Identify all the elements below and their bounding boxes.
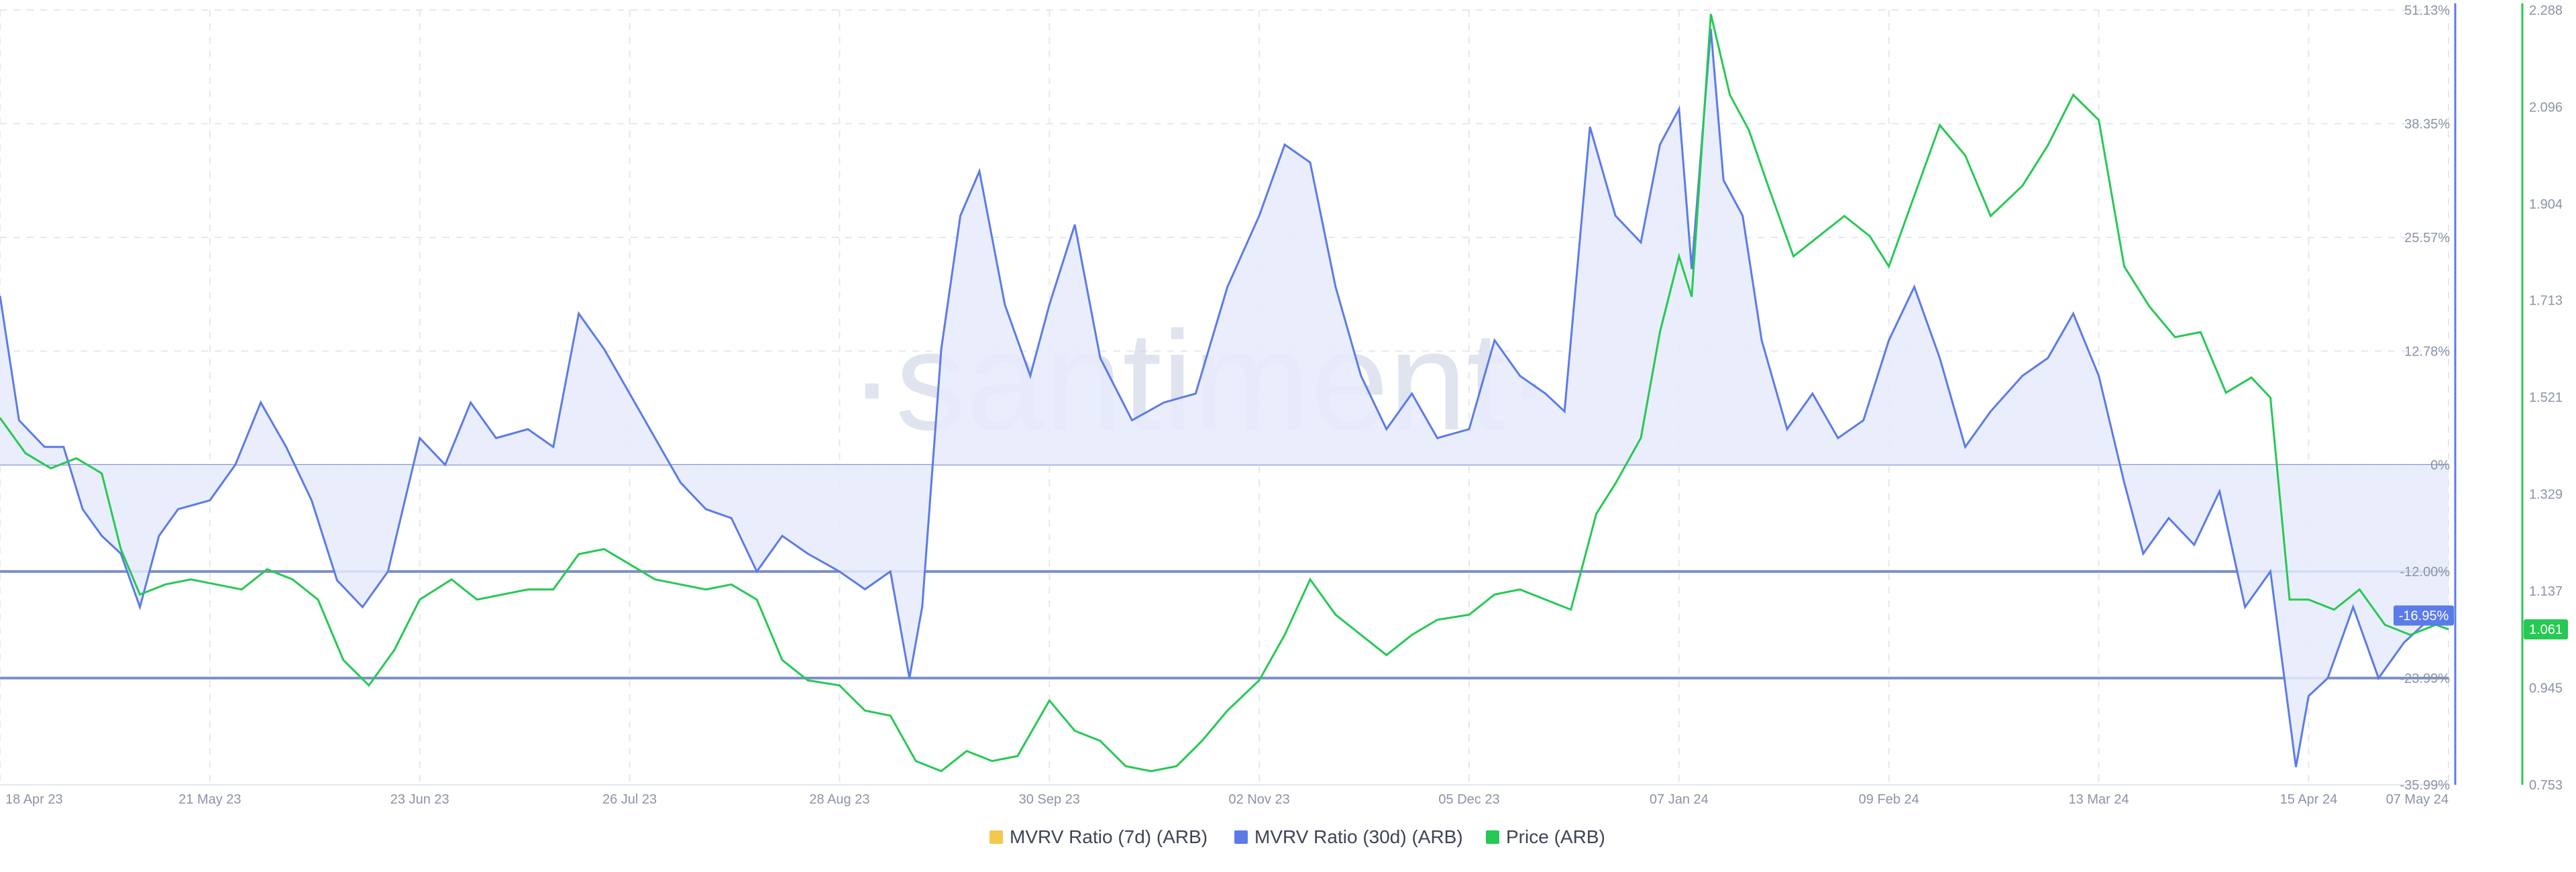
x-tick-label: 21 May 23	[178, 792, 241, 807]
y-left-tick-label: 12.78%	[2404, 344, 2450, 359]
y-right-tick-label: 1.904	[2529, 197, 2563, 212]
y-right-tick-label: 1.713	[2529, 294, 2563, 309]
price-current-value: 1.061	[2529, 622, 2563, 637]
x-tick-label: 15 Apr 24	[2280, 792, 2338, 807]
y-left-tick-label: 51.13%	[2404, 3, 2450, 18]
axes	[0, 3, 2524, 785]
y-right-tick-label: 0.753	[2529, 778, 2563, 793]
y-left-tick-label: -35.99%	[2400, 778, 2451, 793]
legend-item-label[interactable]: MVRV Ratio (7d) (ARB)	[1010, 826, 1208, 847]
y-left-tick-label: -12.00%	[2400, 565, 2451, 580]
x-tick-label: 05 Dec 23	[1438, 792, 1499, 807]
x-tick-label: 26 Jul 23	[602, 792, 657, 807]
legend-swatch[interactable]	[989, 830, 1003, 844]
y-right-tick-label: 2.288	[2529, 3, 2563, 18]
current-value-badges: -16.95% 1.061	[2394, 605, 2568, 640]
price-current-badge	[2524, 619, 2568, 640]
x-tick-label: 07 May 24	[2386, 792, 2449, 807]
y-left-tick-label: 38.35%	[2404, 117, 2450, 131]
x-tick-label: 28 Aug 23	[809, 792, 869, 807]
y-left-tick-label: 0%	[2430, 458, 2450, 473]
mvrv-current-value: -16.95%	[2399, 609, 2449, 624]
mvrv-current-badge	[2394, 605, 2454, 626]
y-right-tick-label: 0.945	[2529, 682, 2563, 696]
x-tick-label: 18 Apr 23	[5, 792, 63, 807]
legend-swatch[interactable]	[1486, 830, 1499, 844]
legend-item-label[interactable]: MVRV Ratio (30d) (ARB)	[1254, 826, 1463, 847]
y-axis-left-ticks: 51.13% 38.35% 25.57% 12.78% 0% -12.00% -23.99%…	[2400, 3, 2451, 793]
x-tick-label: 30 Sep 23	[1019, 792, 1080, 807]
legend-item-label[interactable]: Price (ARB)	[1506, 826, 1605, 847]
y-left-tick-label: -23.99%	[2400, 671, 2451, 686]
y-axis-right-ticks: 2.288 2.096 1.904 1.713 1.521 1.329 1.137 0.945…	[2529, 3, 2563, 793]
y-right-tick-label: 1.329	[2529, 488, 2563, 502]
legend[interactable]: MVRV Ratio (7d) (ARB) MVRV Ratio (30d) (A…	[989, 826, 1605, 847]
legend-swatch[interactable]	[1234, 830, 1248, 844]
y-left-tick-label: 25.57%	[2404, 231, 2450, 246]
mvrv-30d-area	[0, 29, 2449, 767]
y-right-tick-label: 2.096	[2529, 100, 2563, 115]
y-right-tick-label: 1.521	[2529, 390, 2563, 405]
x-axis-ticks: 18 Apr 23 21 May 23 23 Jun 23 26 Jul 23 28 A…	[5, 792, 2449, 807]
x-tick-label: 02 Nov 23	[1229, 792, 1290, 807]
y-right-tick-label: 1.137	[2529, 584, 2563, 599]
x-tick-label: 09 Feb 24	[1859, 792, 1919, 807]
x-tick-label: 13 Mar 24	[2069, 792, 2129, 807]
price-line	[0, 13, 2449, 773]
mvrv-30d-line	[0, 29, 2449, 767]
x-tick-label: 07 Jan 24	[1650, 792, 1709, 807]
x-tick-label: 23 Jun 23	[390, 792, 449, 807]
